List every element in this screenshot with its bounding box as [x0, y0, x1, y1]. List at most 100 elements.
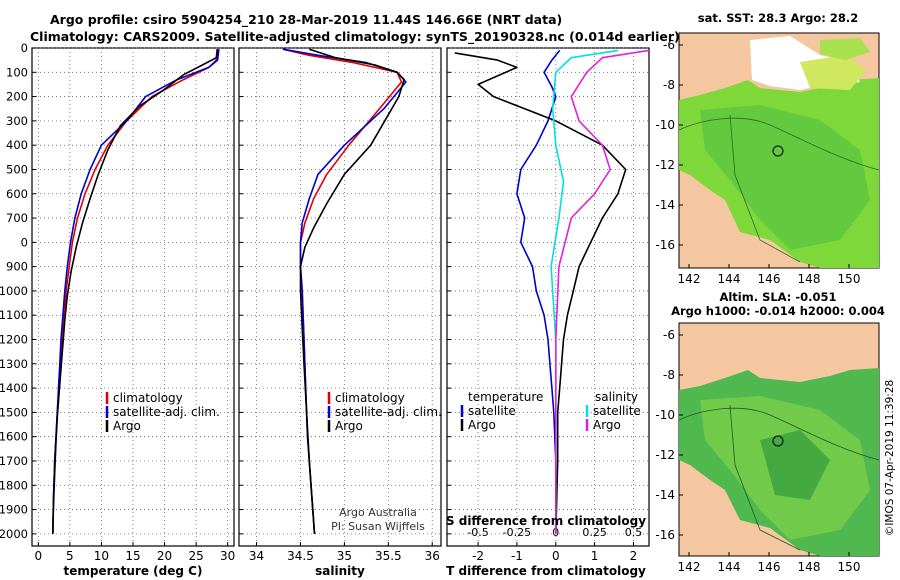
temperature-legend: climatology satellite-adj. clim. Argo	[105, 391, 220, 433]
lat-tick-label: -12	[655, 448, 675, 462]
x-tick-label: 20	[157, 549, 172, 563]
salinity-panel	[238, 47, 442, 547]
pressure-tick-label: 1400	[0, 381, 28, 395]
pressure-tick-label: 200	[6, 90, 28, 104]
pressure-tick-label: 900	[6, 260, 28, 274]
legend-satellite: satellite-adj. clim.	[113, 405, 220, 419]
x-tick-label: 5	[66, 549, 74, 563]
legend-temperature-title: temperature	[468, 390, 543, 404]
lat-tick-label: -6	[663, 38, 675, 52]
temperature-axis-label: temperature (deg C)	[64, 564, 203, 578]
sla-low-patch	[760, 430, 830, 500]
x-tick-label: 1	[591, 549, 599, 563]
series-line-t-satellite	[516, 49, 561, 534]
pressure-tick-label: 1500	[0, 405, 28, 419]
x-tick-label: 34.5	[287, 549, 314, 563]
x-tick-label: 2	[630, 549, 638, 563]
x-tick-label: 0	[552, 549, 560, 563]
lon-tick-label: 150	[838, 560, 861, 574]
sla-shelf-contour	[729, 404, 801, 551]
pressure-tick-label: 500	[6, 162, 28, 176]
series-line-argo	[299, 48, 405, 534]
pressure-tick-label: 0	[21, 235, 28, 249]
x-tick-label: 35	[337, 549, 352, 563]
legend-climatology: climatology	[335, 391, 405, 405]
lat-tick-label: -6	[663, 328, 675, 342]
sst-map-title: sat. SST: 28.3 Argo: 28.2	[698, 11, 858, 25]
lon-tick-label: 146	[758, 272, 781, 286]
pressure-tick-label: 700	[6, 211, 28, 225]
t-difference-axis-label: T difference from climatology	[446, 564, 646, 578]
pressure-tick-label: 300	[6, 114, 28, 128]
pressure-tick-label: 2000	[0, 527, 28, 541]
sla-map-title-2: Argo h1000: -0.014 h2000: 0.004	[671, 304, 885, 318]
lat-tick-label: -10	[655, 118, 675, 132]
s-difference-axis-label: S difference from climatology	[446, 514, 646, 528]
pressure-tick-label: 1300	[0, 357, 28, 371]
pressure-tick-label: 400	[6, 138, 28, 152]
sla-contour	[678, 407, 880, 461]
sst-map: 142 144 146 148 150 -6 -8 -10 -12 -14 -16	[655, 32, 880, 286]
sla-map: 142 144 146 148 150 -6 -8 -10 -12 -14 -16	[655, 322, 880, 574]
x-tick-label: 15	[125, 549, 140, 563]
lon-tick-label: 148	[798, 272, 821, 286]
series-line-t-argo	[454, 52, 627, 534]
salinity-axis-label: salinity	[315, 564, 365, 578]
lat-tick-label: -14	[655, 198, 675, 212]
lat-tick-label: -12	[655, 158, 675, 172]
pressure-tick-label: 1800	[0, 478, 28, 492]
difference-plot: -2 -1 0 1 2-0.5 -0.25 0 0.25 0.5	[447, 47, 650, 563]
sst-map-ticks: 142 144 146 148 150 -6 -8 -10 -12 -14 -16	[655, 38, 860, 286]
lat-tick-label: -16	[655, 238, 675, 252]
lon-tick-label: 144	[718, 560, 741, 574]
credit-pi: PI: Susan Wijffels	[331, 520, 425, 533]
title-line-2: Climatology: CARS2009. Satellite-adjuste…	[30, 29, 680, 45]
pressure-tick-label: 100	[6, 65, 28, 79]
sst-warm-patch	[800, 55, 866, 90]
x-tick-label: 25	[188, 549, 203, 563]
difference-legend: temperature satellite Argo salinity sate…	[460, 390, 641, 432]
title-line-1: Argo profile: csiro 5904254_210 28-Mar-2…	[50, 12, 562, 28]
lon-tick-label: 144	[718, 272, 741, 286]
lat-tick-label: -10	[655, 408, 675, 422]
series-line-s-argo	[554, 49, 650, 534]
legend-argo: Argo	[335, 419, 363, 433]
legend-s-argo: Argo	[593, 418, 621, 432]
salinity-legend: climatology satellite-adj. clim. Argo	[327, 391, 442, 433]
temperature-plot: 0 5 10 15 20 25 30	[32, 47, 235, 563]
lat-tick-label: -8	[663, 78, 675, 92]
x-tick-label: 34	[249, 549, 264, 563]
lat-tick-label: -8	[663, 368, 675, 382]
legend-s-satellite: satellite	[593, 404, 641, 418]
x-tick-label: 10	[94, 549, 109, 563]
legend-argo: Argo	[113, 419, 141, 433]
x-tick-label: 35.5	[375, 549, 402, 563]
s-tick-label: 0.5	[625, 526, 643, 539]
pressure-tick-label: 1900	[0, 503, 28, 517]
series-line-argo	[52, 49, 219, 534]
legend-satellite: satellite-adj. clim.	[335, 405, 442, 419]
sla-map-ticks: 142 144 146 148 150 -6 -8 -10 -12 -14 -16	[655, 328, 860, 574]
lon-tick-label: 142	[678, 560, 701, 574]
s-tick-label: -0.25	[503, 526, 531, 539]
legend-t-argo: Argo	[468, 418, 496, 432]
pressure-tick-label: 1200	[0, 333, 28, 347]
pressure-tick-label: 1100	[0, 308, 28, 322]
difference-panel	[446, 47, 650, 547]
legend-climatology: climatology	[113, 391, 183, 405]
sst-shelf-contour	[729, 114, 801, 263]
lat-tick-label: -14	[655, 488, 675, 502]
x-tick-label: -2	[472, 549, 484, 563]
x-tick-label: 0	[34, 549, 42, 563]
x-tick-label: -1	[511, 549, 523, 563]
pressure-tick-label: 1000	[0, 284, 28, 298]
pressure-tick-label: 0	[21, 41, 28, 55]
pressure-tick-label: 1700	[0, 454, 28, 468]
sla-argo-position-marker	[772, 435, 784, 447]
legend-t-satellite: satellite	[468, 404, 516, 418]
sst-green-patch	[820, 38, 870, 60]
lon-tick-label: 150	[838, 272, 861, 286]
pressure-tick-label: 1600	[0, 430, 28, 444]
pressure-tick-label: 600	[6, 187, 28, 201]
